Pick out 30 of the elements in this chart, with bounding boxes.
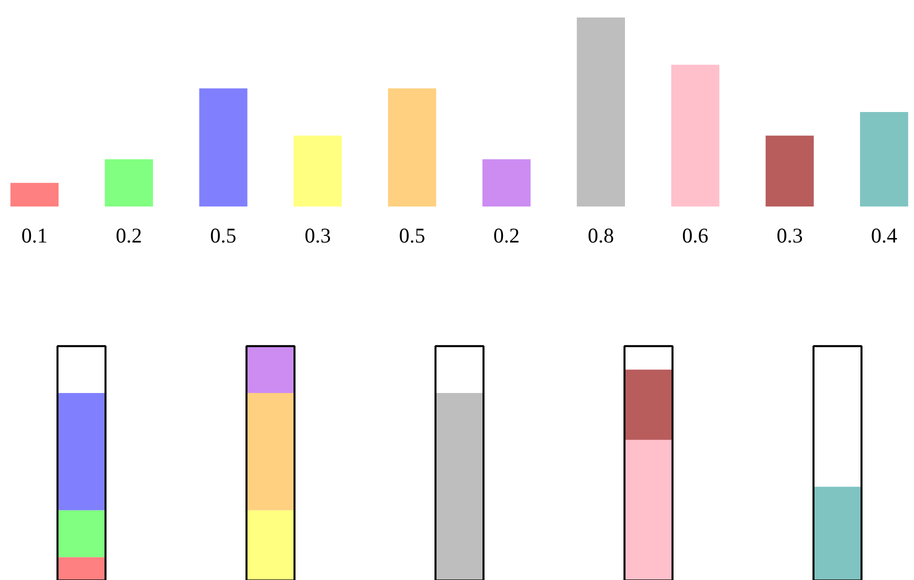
data-label: 0.3 bbox=[776, 224, 803, 248]
data-label: 0.6 bbox=[682, 224, 708, 248]
data-label: 0.5 bbox=[398, 224, 426, 248]
data-label: 0.2 bbox=[493, 224, 520, 248]
bar bbox=[294, 136, 342, 206]
bar bbox=[671, 64, 720, 206]
bar bbox=[246, 393, 295, 510]
bar bbox=[435, 393, 484, 580]
bar bbox=[482, 159, 531, 206]
data-label: 0.5 bbox=[210, 224, 236, 248]
bar bbox=[57, 557, 106, 580]
data-label: 0.4 bbox=[870, 224, 898, 248]
bar bbox=[10, 182, 59, 206]
bar bbox=[624, 440, 673, 580]
bar bbox=[576, 18, 625, 206]
data-label: 0.3 bbox=[304, 224, 331, 248]
bar bbox=[57, 393, 106, 510]
bar bbox=[246, 510, 295, 580]
data-label: 0.2 bbox=[116, 224, 142, 248]
bar bbox=[57, 510, 106, 558]
bar bbox=[388, 88, 436, 206]
bar bbox=[199, 88, 248, 206]
bar bbox=[246, 346, 295, 393]
bar bbox=[104, 159, 153, 206]
data-label: 0.8 bbox=[588, 224, 614, 248]
data-label: 0.1 bbox=[21, 224, 48, 248]
bar bbox=[813, 486, 862, 580]
bar bbox=[766, 136, 814, 206]
bar bbox=[624, 370, 673, 440]
bar bbox=[860, 112, 908, 206]
